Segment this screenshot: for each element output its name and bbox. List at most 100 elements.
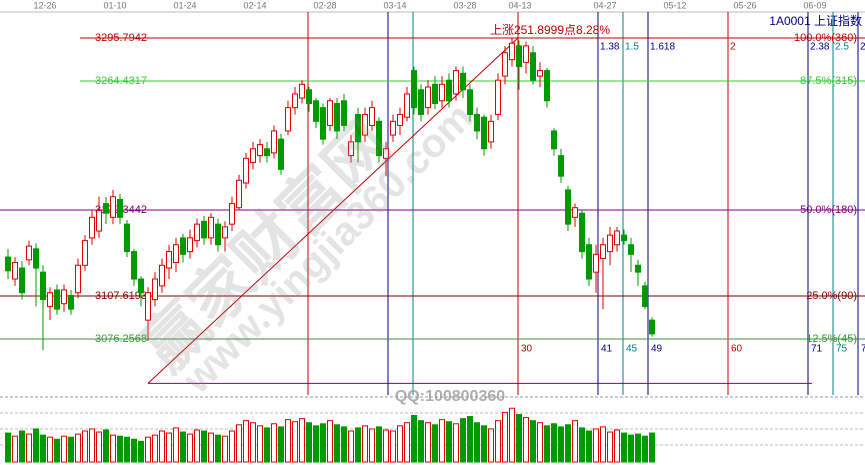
candle-body	[404, 93, 410, 118]
volume-bar	[187, 433, 193, 463]
level-price: 3076.2568	[95, 333, 147, 345]
volume-bar	[628, 434, 634, 463]
candle-body	[397, 113, 403, 126]
volume-bar	[68, 436, 74, 463]
volume-bar	[299, 418, 305, 463]
volume-bar	[642, 435, 648, 463]
volume-bar	[565, 424, 571, 463]
volume-bar	[397, 425, 403, 463]
volume-bar	[243, 420, 249, 463]
candle-body	[264, 148, 270, 157]
volume-bar	[278, 426, 284, 463]
candle-body	[110, 196, 116, 218]
volume-bar	[61, 435, 67, 463]
candle-body	[516, 45, 522, 67]
volume-bar	[26, 433, 32, 463]
candle-body	[481, 116, 487, 150]
candle-body	[54, 289, 60, 310]
volume-bar	[502, 411, 508, 463]
candle-body	[642, 285, 648, 307]
level-ratio: 50.0%(180)	[800, 204, 857, 216]
candle-body	[236, 179, 242, 209]
candle-body	[96, 209, 102, 232]
volume-bar	[376, 426, 382, 463]
date-label: 04-13	[508, 0, 531, 10]
candle-body	[26, 245, 32, 261]
candle-body	[166, 251, 172, 269]
level-price: 3264.4317	[95, 75, 147, 87]
candle-body	[313, 100, 319, 122]
volume-bar	[579, 427, 585, 463]
volume-bar	[523, 417, 529, 463]
volume-bar	[285, 419, 291, 463]
watermark-qq: QQ:100800360	[395, 388, 505, 405]
candle-body	[75, 264, 81, 294]
candle-body	[348, 141, 354, 157]
candle-body	[33, 248, 39, 269]
candle-body	[558, 155, 564, 177]
volume-bar	[292, 421, 298, 463]
volume-bar	[264, 427, 270, 463]
candle-body	[145, 292, 151, 321]
candle-body	[187, 237, 193, 253]
candle-body	[390, 120, 396, 136]
volume-bar	[649, 432, 655, 463]
volume-bar	[152, 434, 158, 463]
time-count: 71	[811, 344, 823, 355]
volume-bar	[222, 435, 228, 463]
level-ratio: 25.0%(90)	[806, 290, 857, 302]
volume-bar	[47, 436, 53, 463]
candle-body	[474, 113, 480, 132]
volume-bar	[75, 433, 81, 463]
candle-body	[607, 234, 613, 253]
volume-bar	[131, 438, 137, 463]
volume-bar	[516, 413, 522, 463]
volume-bar	[425, 422, 431, 463]
date-label: 03-28	[453, 0, 476, 10]
volume-bar	[474, 422, 480, 463]
candle-body	[453, 70, 459, 95]
candle-body	[369, 107, 375, 126]
candle-body	[124, 223, 130, 253]
volume-bar	[159, 430, 165, 463]
volume-bar	[320, 423, 326, 463]
volume-bar	[467, 416, 473, 463]
candle-body	[600, 244, 606, 259]
volume-bar	[635, 433, 641, 463]
volume-bar	[488, 428, 494, 463]
candle-body	[593, 253, 599, 273]
candle-body	[201, 220, 207, 239]
candle-body	[89, 216, 95, 239]
volume-bar	[250, 422, 256, 463]
volume-bar	[530, 420, 536, 463]
date-label: 05-12	[663, 0, 686, 10]
level-price: 3107.6193	[95, 290, 147, 302]
time-ratio: 1.5	[625, 42, 639, 53]
candle-body	[635, 264, 641, 273]
volume-bar	[40, 434, 46, 463]
volume-bar	[306, 422, 312, 463]
volume-bar	[509, 407, 515, 463]
volume-bar	[327, 420, 333, 463]
candle-body	[530, 52, 536, 81]
time-ratio: 2	[860, 42, 865, 53]
candle-body	[292, 93, 298, 109]
candle-body	[334, 103, 340, 132]
volume-bar	[89, 428, 95, 463]
candle-body	[320, 107, 326, 140]
volume-bar	[173, 427, 179, 463]
date-label: 02-28	[313, 0, 336, 10]
time-count: 41	[601, 344, 613, 355]
candle-body	[418, 89, 424, 115]
candle-body	[61, 289, 67, 305]
candle-body	[250, 148, 256, 163]
volume-bar	[103, 429, 109, 463]
volume-bar	[355, 427, 361, 463]
candle-body	[502, 52, 508, 77]
candle-body	[208, 216, 214, 239]
volume-bar	[341, 426, 347, 463]
time-count: 7	[861, 344, 865, 355]
date-label: 02-14	[243, 0, 266, 10]
candle-body	[495, 79, 501, 115]
time-count: 60	[731, 344, 743, 355]
